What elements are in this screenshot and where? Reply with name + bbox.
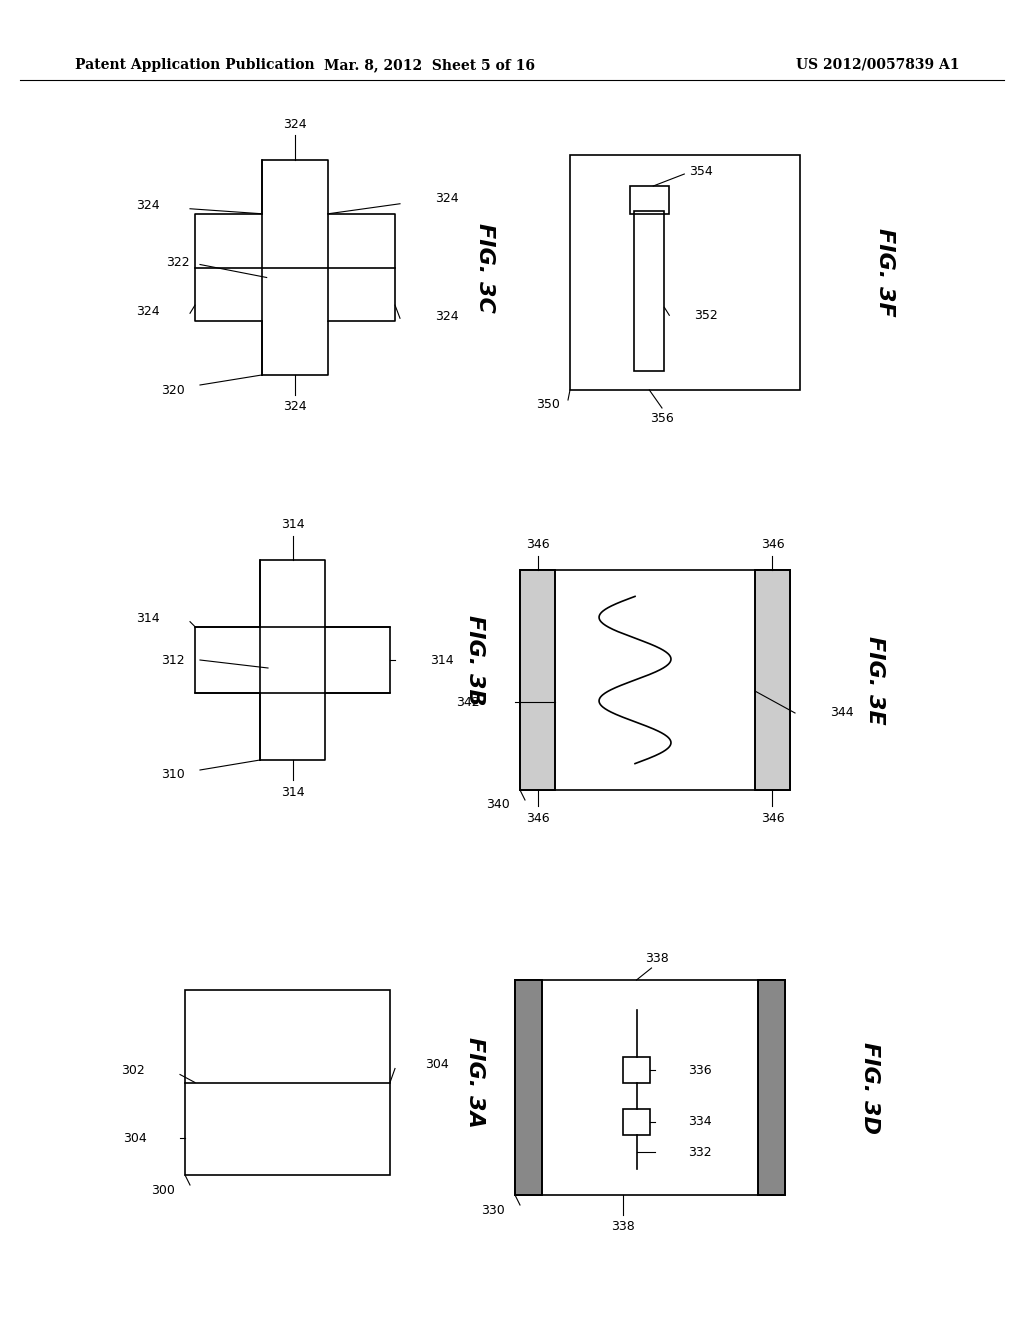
Text: 338: 338: [645, 952, 669, 965]
Bar: [758, 979, 785, 1195]
Text: 310: 310: [161, 768, 185, 781]
Text: 324: 324: [435, 193, 459, 205]
Bar: [515, 979, 542, 1195]
Text: 324: 324: [136, 199, 160, 213]
Text: US 2012/0057839 A1: US 2012/0057839 A1: [797, 58, 961, 73]
Text: FIG. 3A: FIG. 3A: [465, 1038, 485, 1127]
Text: 304: 304: [123, 1131, 147, 1144]
Text: 324: 324: [435, 310, 459, 323]
Text: 314: 314: [281, 785, 304, 799]
Bar: [515, 979, 542, 1195]
Text: 330: 330: [481, 1204, 505, 1217]
Bar: [755, 570, 790, 789]
Bar: [520, 570, 555, 789]
Text: 324: 324: [284, 400, 307, 413]
Text: 300: 300: [152, 1184, 175, 1196]
Bar: [623, 1109, 650, 1135]
Text: 314: 314: [430, 653, 454, 667]
Text: Mar. 8, 2012  Sheet 5 of 16: Mar. 8, 2012 Sheet 5 of 16: [325, 58, 536, 73]
Bar: [520, 570, 790, 789]
Text: 324: 324: [284, 119, 307, 132]
Bar: [630, 186, 669, 214]
Text: 336: 336: [688, 1064, 712, 1077]
Text: 332: 332: [688, 1146, 712, 1159]
Bar: [515, 979, 785, 1195]
Text: 312: 312: [162, 653, 185, 667]
Text: 334: 334: [688, 1115, 712, 1129]
Text: 342: 342: [457, 696, 480, 709]
Text: Patent Application Publication: Patent Application Publication: [75, 58, 314, 73]
Text: FIG. 3C: FIG. 3C: [475, 223, 495, 313]
Text: 320: 320: [161, 384, 185, 396]
Bar: [635, 211, 665, 371]
Text: FIG. 3D: FIG. 3D: [860, 1041, 880, 1134]
Text: FIG. 3E: FIG. 3E: [865, 636, 885, 725]
Text: FIG. 3F: FIG. 3F: [874, 228, 895, 317]
Text: 346: 346: [761, 812, 784, 825]
Bar: [520, 570, 555, 789]
Text: FIG. 3B: FIG. 3B: [465, 615, 485, 705]
Text: 324: 324: [136, 305, 160, 318]
Bar: [623, 1057, 650, 1084]
Text: 322: 322: [166, 256, 190, 269]
Text: 350: 350: [537, 399, 560, 412]
Text: 302: 302: [121, 1064, 145, 1077]
Bar: [755, 570, 790, 789]
Text: 314: 314: [281, 519, 304, 532]
Text: 346: 346: [525, 539, 549, 552]
Text: 346: 346: [761, 539, 784, 552]
Text: 346: 346: [525, 812, 549, 825]
Bar: [570, 154, 800, 389]
Text: 314: 314: [136, 612, 160, 626]
Text: 338: 338: [611, 1221, 635, 1233]
Text: 356: 356: [650, 412, 674, 425]
Text: 354: 354: [689, 165, 713, 177]
Bar: [185, 990, 390, 1175]
Text: 304: 304: [425, 1059, 449, 1071]
Text: 344: 344: [830, 706, 854, 719]
Text: 340: 340: [486, 799, 510, 812]
Bar: [758, 979, 785, 1195]
Text: 352: 352: [694, 309, 718, 322]
